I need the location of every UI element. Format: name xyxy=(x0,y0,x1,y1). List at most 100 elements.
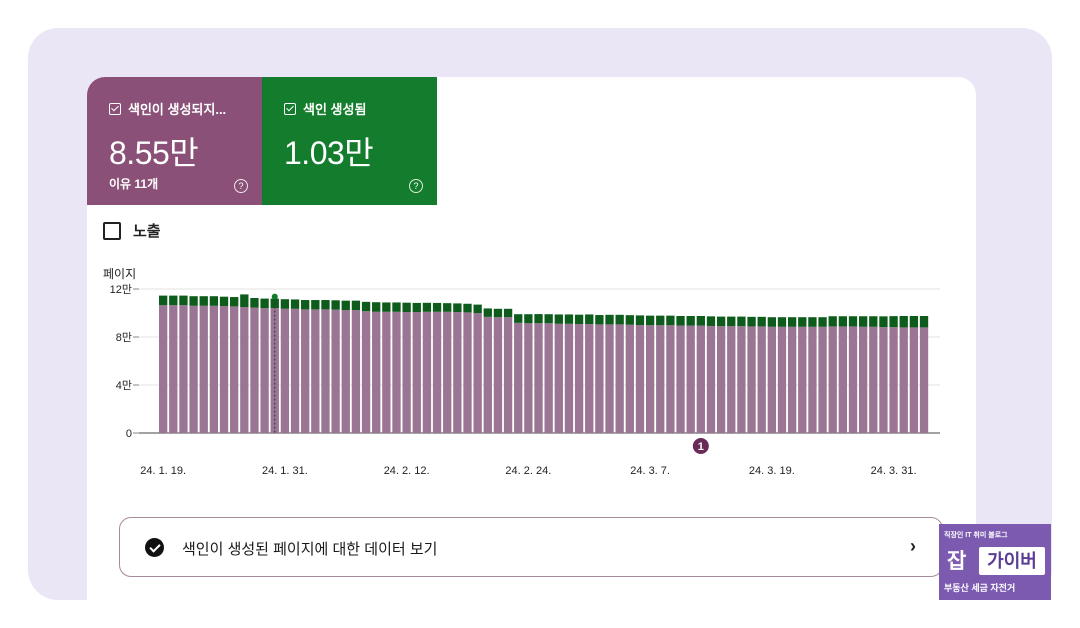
bar-not-indexed xyxy=(453,312,462,433)
help-icon[interactable]: ? xyxy=(234,179,248,193)
bar-indexed xyxy=(169,295,178,306)
bar-not-indexed xyxy=(432,311,442,433)
bar-indexed xyxy=(899,316,908,328)
bar-indexed xyxy=(432,302,442,312)
bar-indexed xyxy=(706,316,716,326)
bar-indexed xyxy=(331,300,340,310)
bar-not-indexed xyxy=(493,317,503,433)
watermark-left-text: 잡 xyxy=(947,550,967,573)
bar-indexed xyxy=(777,317,787,327)
watermark-main-text: 가이버 xyxy=(979,547,1045,575)
bar-indexed xyxy=(240,294,249,307)
bar-not-indexed xyxy=(899,327,908,433)
bar-not-indexed xyxy=(422,311,432,433)
y-axis-label: 페이지 xyxy=(103,267,136,281)
indexed-label: 색인 생성됨 xyxy=(303,102,367,117)
bar-not-indexed xyxy=(879,327,888,433)
bar-not-indexed xyxy=(361,311,371,433)
bar-not-indexed xyxy=(189,305,198,433)
bar-not-indexed xyxy=(716,326,726,433)
bar-indexed xyxy=(635,315,645,325)
bar-not-indexed xyxy=(869,326,878,433)
indexed-header: 색인 생성됨 xyxy=(284,99,437,118)
bar-not-indexed xyxy=(372,311,381,433)
bar-indexed xyxy=(250,298,259,308)
bar-indexed xyxy=(686,316,695,326)
bar-not-indexed xyxy=(585,324,594,433)
bar-not-indexed xyxy=(230,306,239,433)
bar-not-indexed xyxy=(250,307,259,433)
bar-not-indexed xyxy=(615,324,624,433)
bar-not-indexed xyxy=(818,326,827,433)
bar-indexed xyxy=(361,301,371,312)
bar-indexed xyxy=(605,314,614,325)
bar-indexed xyxy=(493,308,503,318)
bar-not-indexed xyxy=(351,310,361,433)
bar-not-indexed xyxy=(483,316,492,433)
bar-indexed xyxy=(159,295,168,306)
bar-not-indexed xyxy=(503,317,513,433)
bar-not-indexed xyxy=(787,326,797,433)
bar-indexed xyxy=(737,316,746,327)
bar-indexed xyxy=(514,314,523,323)
bar-indexed xyxy=(219,296,229,307)
bar-not-indexed xyxy=(514,322,523,433)
bar-indexed xyxy=(524,314,533,324)
help-icon[interactable]: ? xyxy=(409,179,423,193)
bar-not-indexed xyxy=(706,325,716,433)
impressions-toggle[interactable]: 노출 xyxy=(103,220,161,241)
bar-indexed xyxy=(625,315,634,325)
indexed-tile[interactable]: 색인 생성됨 1.03만 ? xyxy=(262,77,437,205)
bar-indexed xyxy=(280,299,290,309)
view-indexed-data-button[interactable]: 색인이 생성된 페이지에 대한 데이터 보기 › xyxy=(119,517,943,577)
bar-indexed xyxy=(595,315,604,325)
chevron-right-icon: › xyxy=(910,536,916,556)
bar-not-indexed xyxy=(463,312,472,433)
bar-not-indexed xyxy=(696,325,705,433)
bar-indexed xyxy=(412,302,421,313)
annotation-marker xyxy=(692,438,709,454)
bar-not-indexed xyxy=(808,326,817,433)
bar-not-indexed xyxy=(635,325,645,433)
bar-indexed xyxy=(696,316,705,326)
bar-indexed xyxy=(889,316,898,328)
x-tick-label: 24. 3. 19. xyxy=(749,465,795,477)
bar-indexed xyxy=(615,314,624,325)
bar-indexed xyxy=(808,317,817,327)
bar-not-indexed xyxy=(798,326,807,433)
bar-indexed xyxy=(179,295,188,306)
checkbox-unchecked-icon[interactable] xyxy=(103,221,121,240)
x-tick-label: 24. 1. 31. xyxy=(262,465,308,477)
bar-indexed xyxy=(757,316,766,327)
bar-not-indexed xyxy=(159,305,168,433)
bar-indexed xyxy=(828,316,837,327)
bar-indexed xyxy=(747,316,756,327)
bar-indexed xyxy=(382,302,391,312)
bar-not-indexed xyxy=(757,326,766,433)
annotation-label: 1 xyxy=(698,441,704,453)
bar-indexed xyxy=(838,316,848,327)
bar-indexed xyxy=(311,300,320,310)
bar-not-indexed xyxy=(595,324,604,433)
bar-not-indexed xyxy=(341,310,350,433)
bar-not-indexed xyxy=(209,305,219,433)
bar-indexed xyxy=(676,316,685,326)
blog-watermark-logo: 직장인 IT 취미 블로그 잡 가이버 부동산 세금 자전거 xyxy=(939,524,1051,600)
checkbox-checked-icon[interactable] xyxy=(109,102,121,115)
bar-not-indexed xyxy=(240,307,249,433)
checkbox-checked-icon[interactable] xyxy=(284,102,296,115)
not-indexed-tile[interactable]: 색인이 생성되지... 8.55만 이유 11개 ? xyxy=(87,77,262,205)
bar-not-indexed xyxy=(321,309,330,433)
bar-indexed xyxy=(909,316,919,328)
watermark-top-text: 직장인 IT 취미 블로그 xyxy=(944,532,1008,539)
x-tick-label: 24. 3. 7. xyxy=(630,465,670,477)
bar-not-indexed xyxy=(919,327,929,433)
hover-marker-dot xyxy=(271,293,278,300)
bar-not-indexed xyxy=(554,323,563,433)
bar-indexed xyxy=(787,317,797,327)
bar-indexed xyxy=(869,316,878,327)
bar-indexed xyxy=(402,302,411,313)
bar-indexed xyxy=(656,315,665,326)
bar-indexed xyxy=(422,302,432,312)
bar-indexed xyxy=(564,314,574,324)
